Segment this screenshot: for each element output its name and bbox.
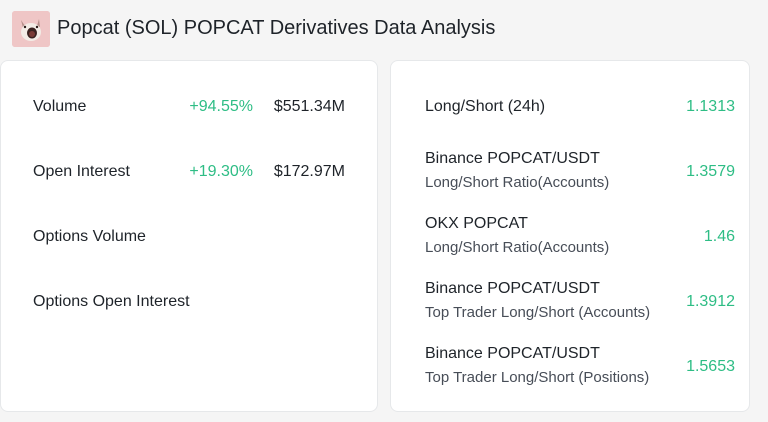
row-subtitle: Top Trader Long/Short (Positions) xyxy=(425,369,650,386)
long-short-24h-row: Long/Short (24h) 1.1313 xyxy=(425,95,735,119)
row-label: Options Volume xyxy=(33,228,146,245)
title-suffix: Derivatives Data Analysis xyxy=(269,17,496,39)
options-volume-row: Options Volume xyxy=(33,225,363,249)
popcat-logo-icon xyxy=(12,11,50,47)
row-label: Open Interest xyxy=(33,163,130,180)
row-value: 1.3912 xyxy=(686,293,735,310)
row-amount: $551.34M xyxy=(273,98,345,115)
binance-top-trader-accounts-row: Binance POPCAT/USDT Top Trader Long/Shor… xyxy=(425,277,735,325)
row-change: +94.55% xyxy=(189,98,253,115)
page-title: Popcat (SOL) POPCAT Derivatives Data Ana… xyxy=(57,16,495,40)
row-change: +19.30% xyxy=(189,163,253,180)
market-stats-card: Volume +94.55% $551.34M Open Interest +1… xyxy=(0,60,378,412)
page-header: Popcat (SOL) POPCAT Derivatives Data Ana… xyxy=(0,0,768,58)
row-value: 1.3579 xyxy=(686,163,735,180)
okx-ls-accounts-row: OKX POPCAT Long/Short Ratio(Accounts) 1.… xyxy=(425,212,735,260)
row-title: OKX POPCAT xyxy=(425,215,528,232)
row-value: 1.1313 xyxy=(686,98,735,115)
row-label: Volume xyxy=(33,98,87,115)
row-title: Binance POPCAT/USDT xyxy=(425,345,600,362)
coin-name: Popcat (SOL) xyxy=(57,17,179,39)
binance-top-trader-positions-row: Binance POPCAT/USDT Top Trader Long/Shor… xyxy=(425,342,735,390)
row-subtitle: Long/Short Ratio(Accounts) xyxy=(425,174,610,191)
row-amount: $172.97M xyxy=(273,163,345,180)
volume-row: Volume +94.55% $551.34M xyxy=(33,95,363,119)
row-title: Binance POPCAT/USDT xyxy=(425,150,600,167)
open-interest-row: Open Interest +19.30% $172.97M xyxy=(33,160,363,184)
row-title: Long/Short (24h) xyxy=(425,98,546,115)
row-value: 1.5653 xyxy=(686,358,735,375)
row-label: Options Open Interest xyxy=(33,293,190,310)
long-short-card: Long/Short (24h) 1.1313 Binance POPCAT/U… xyxy=(390,60,750,412)
options-open-interest-row: Options Open Interest xyxy=(33,290,363,314)
binance-ls-accounts-row: Binance POPCAT/USDT Long/Short Ratio(Acc… xyxy=(425,147,735,195)
row-subtitle: Long/Short Ratio(Accounts) xyxy=(425,239,610,256)
row-title: Binance POPCAT/USDT xyxy=(425,280,600,297)
coin-symbol: POPCAT xyxy=(183,17,265,39)
row-subtitle: Top Trader Long/Short (Accounts) xyxy=(425,304,651,321)
row-value: 1.46 xyxy=(703,228,735,245)
